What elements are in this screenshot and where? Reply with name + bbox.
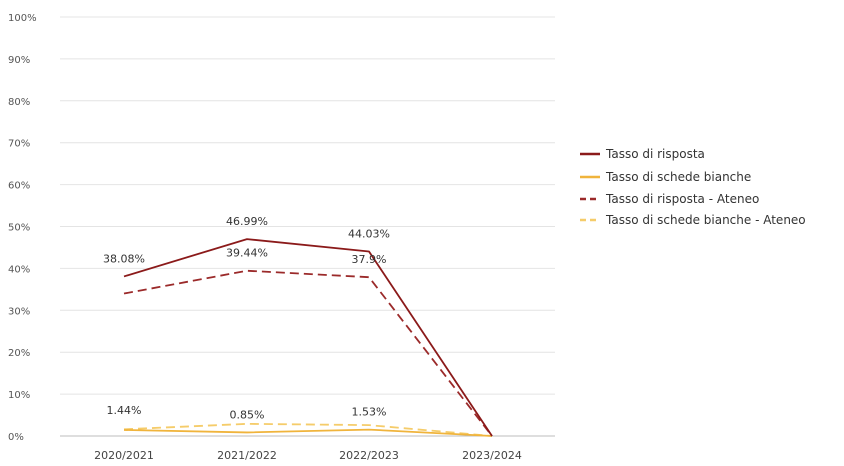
y-tick-label: 50% <box>8 223 30 234</box>
legend-label: Tasso di risposta - Ateneo <box>605 192 759 206</box>
x-tick-label: 2022/2023 <box>339 449 399 462</box>
data-label: 37.9% <box>352 253 387 266</box>
y-tick-label: 40% <box>8 264 30 275</box>
legend-label: Tasso di schede bianche <box>605 170 751 184</box>
x-tick-label: 2021/2022 <box>217 449 277 462</box>
y-tick-label: 90% <box>8 55 30 66</box>
series-lines <box>123 238 493 437</box>
y-tick-label: 10% <box>8 390 30 401</box>
data-label: 39.44% <box>226 247 268 260</box>
series-line-1 <box>123 428 493 437</box>
y-tick-label: 0% <box>8 432 24 443</box>
x-tick-label: 2023/2024 <box>462 449 522 462</box>
data-labels: 38.08% 46.99% 44.03% 1.44% 0.85% 1.53% 39.44% 3… <box>103 215 390 421</box>
legend-label: Tasso di schede bianche - Ateneo <box>605 213 806 227</box>
grid-lines <box>60 16 555 395</box>
data-label: 46.99% <box>226 215 268 228</box>
y-tick-label: 30% <box>8 306 30 317</box>
data-label: 0.85% <box>230 408 265 421</box>
series-line-2 <box>123 269 493 437</box>
y-tick-label: 80% <box>8 97 30 108</box>
x-axis-ticks: 2020/2021 2021/2022 2022/2023 2023/2024 <box>60 435 555 462</box>
x-tick-label: 2020/2021 <box>94 449 154 462</box>
y-tick-label: 70% <box>8 139 30 150</box>
y-axis-ticks: 0% 10% 20% 30% 40% 50% 60% 70% 80% 90% 100% <box>8 13 37 443</box>
data-label: 1.53% <box>352 406 387 419</box>
legend: Tasso di risposta Tasso di schede bianche… <box>580 147 806 227</box>
legend-label: Tasso di risposta <box>605 147 705 161</box>
y-tick-label: 20% <box>8 348 30 359</box>
series-line-0 <box>123 238 493 437</box>
data-label: 44.03% <box>348 228 390 241</box>
series-line-3 <box>123 422 493 437</box>
y-tick-label: 100% <box>8 13 37 24</box>
data-label: 38.08% <box>103 252 145 265</box>
data-label: 1.44% <box>107 404 142 417</box>
y-tick-label: 60% <box>8 181 30 192</box>
